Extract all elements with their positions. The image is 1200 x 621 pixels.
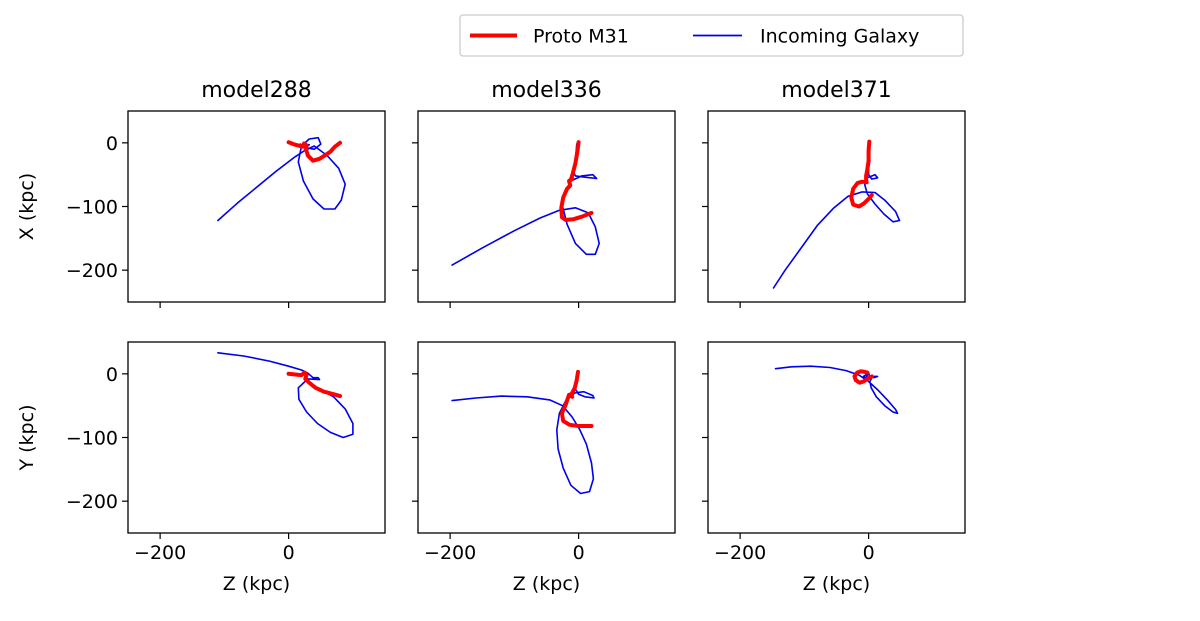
y-axis-label: Y (kpc)	[16, 405, 38, 472]
panel-6: −200 0 Z (kpc)	[702, 341, 966, 595]
panel-5: −200 0 Z (kpc)	[412, 341, 676, 595]
y-tick-label: −100	[66, 428, 118, 450]
series-line-proto-m31	[852, 369, 874, 385]
series-line-incoming-galaxy	[774, 365, 899, 415]
panel-2: model336	[412, 78, 676, 308]
series-line-proto-m31	[286, 140, 342, 163]
legend: Proto M31 Incoming Galaxy	[459, 14, 964, 57]
x-tick-label: −200	[134, 542, 186, 564]
x-tick-label: −200	[714, 542, 766, 564]
x-tick-label: 0	[573, 542, 585, 564]
x-tick-label: 0	[863, 542, 875, 564]
panel-1: 0 −100 −200 model288 X (kpc)	[16, 78, 386, 308]
y-tick-label: −100	[66, 197, 118, 219]
series-line-proto-m31	[849, 139, 874, 209]
panel-title: model288	[201, 78, 312, 103]
x-axis-label: Z (kpc)	[513, 573, 580, 595]
series-group	[774, 365, 899, 415]
y-tick-label: 0	[106, 133, 118, 155]
x-tick-label: −200	[424, 542, 476, 564]
y-tick-label: −200	[66, 260, 118, 282]
panel-title: model336	[491, 78, 602, 103]
x-tick-label: 0	[283, 542, 295, 564]
series-group	[772, 139, 901, 289]
series-group	[451, 140, 600, 266]
x-axis-label: Z (kpc)	[803, 573, 870, 595]
series-line-proto-m31	[559, 140, 594, 222]
panels-grid: 0 −100 −200 model288 X (kpc) model336 model371…	[16, 78, 966, 595]
series-line-proto-m31	[559, 369, 594, 428]
panel-3: model371	[702, 78, 966, 308]
legend-label-proto-m31: Proto M31	[533, 26, 629, 48]
panel-title: model371	[781, 78, 892, 103]
panel-4: −200 0 0 −100 −200 Z (kpc) Y (kpc)	[16, 341, 386, 595]
y-axis-label: X (kpc)	[16, 173, 38, 240]
series-line-proto-m31	[286, 370, 342, 399]
series-group	[451, 369, 595, 495]
series-group	[217, 136, 346, 222]
series-line-incoming-galaxy	[451, 371, 595, 495]
y-tick-label: 0	[106, 364, 118, 386]
x-axis-label: Z (kpc)	[223, 573, 290, 595]
y-tick-label: −200	[66, 491, 118, 513]
legend-label-incoming-galaxy: Incoming Galaxy	[760, 26, 919, 48]
series-group	[217, 352, 354, 439]
